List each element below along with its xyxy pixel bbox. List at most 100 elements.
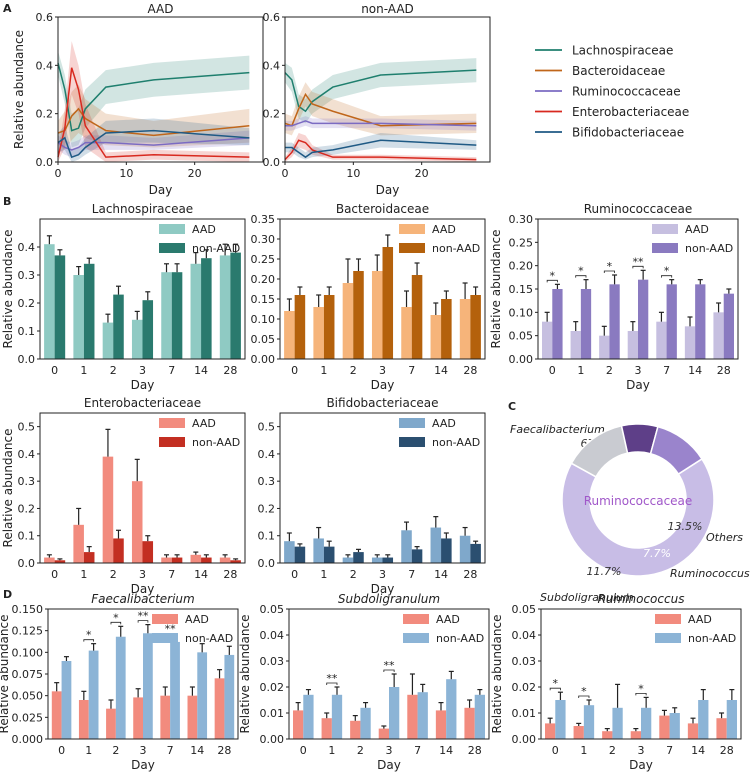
y-tick-label: 0.150	[12, 603, 44, 616]
bar-non-aad-day-0	[294, 295, 306, 359]
x-tick-label: 0	[549, 364, 556, 377]
x-tick-label: 14	[190, 744, 204, 757]
bar-aad-day-7	[401, 530, 412, 563]
legend-label-lachnospiraceae: Lachnospiraceae	[572, 44, 673, 58]
bar-aad-day-2	[342, 283, 354, 359]
significance-label: *	[550, 269, 556, 282]
legend-label-non-aad: non-AAD	[432, 242, 480, 255]
ci-band-lachnospiraceae	[285, 58, 477, 124]
chart-title: Bacteroidaceae	[336, 202, 429, 216]
series-line-enterobacteriaceae	[284, 139, 477, 161]
x-tick-label: 1	[80, 568, 87, 581]
bar-non-aad-day-28	[470, 543, 481, 563]
x-tick-label: 0	[51, 364, 58, 377]
y-tick-label: 0.0	[263, 156, 281, 169]
legend-swatch-non-aad	[403, 633, 429, 643]
legend-swatch-aad	[655, 614, 681, 624]
legend-label-bacteroidaceae: Bacteroidaceae	[572, 64, 665, 78]
x-tick-label: 7	[666, 744, 673, 757]
chart-title: Ruminococcaceae	[584, 202, 693, 216]
y-tick-label: 0.10	[509, 306, 534, 319]
x-tick-label: 1	[85, 744, 92, 757]
significance-label: *	[553, 677, 559, 690]
x-tick-label: 3	[139, 568, 146, 581]
x-tick-label: 10	[346, 167, 360, 180]
y-axis-label: Relative abundance	[0, 615, 11, 734]
plot-frame	[540, 608, 742, 740]
x-axis-label: Day	[131, 378, 155, 392]
x-tick-label: 14	[688, 364, 702, 377]
legend-swatch-non-aad	[159, 243, 185, 253]
bar-non-aad-day-14	[695, 284, 706, 359]
x-tick-label: 2	[350, 364, 357, 377]
bar-non-aad-day-1	[83, 263, 95, 359]
x-tick-label: 1	[80, 364, 87, 377]
bar-non-aad-day-2	[115, 636, 126, 739]
plot-frame	[279, 412, 486, 564]
bar-non-aad-day-28	[474, 694, 485, 739]
significance-bracket	[137, 620, 149, 623]
bar-non-aad-day-14	[441, 538, 452, 563]
bar-non-aad-day-14	[446, 679, 457, 739]
significance-bracket	[383, 669, 395, 672]
donut-name-ruminococcus: Ruminococcus	[670, 567, 750, 580]
y-tick-label: 0.5	[18, 421, 36, 434]
bar-aad-day-14	[430, 527, 442, 563]
significance-label: *	[607, 260, 613, 273]
bar-aad-day-1	[573, 726, 584, 739]
bar-aad-day-1	[313, 307, 324, 359]
y-tick-label: 0.30	[509, 213, 534, 226]
y-axis-label: Relative abundance	[238, 615, 252, 734]
chart-title: Enterobacteriaceae	[84, 396, 201, 410]
y-tick-label: 0.30	[251, 233, 276, 246]
bar-non-aad-day-2	[609, 284, 620, 359]
legend-swatch-non-aad	[655, 633, 681, 643]
legend-swatch-aad	[399, 224, 425, 234]
bar-aad-day-7	[659, 715, 670, 739]
bar-non-aad-day-2	[113, 294, 124, 359]
x-tick-label: 28	[217, 744, 231, 757]
significance-bracket	[661, 275, 673, 278]
x-axis-label: Day	[131, 582, 155, 596]
bar-non-aad-day-28	[230, 252, 241, 359]
legend-label-non-aad: non-AAD	[688, 632, 736, 645]
x-tick-label: 0	[291, 568, 298, 581]
plot-frame	[279, 218, 486, 360]
bar-non-aad-day-28	[723, 293, 734, 359]
x-tick-label: 3	[379, 364, 386, 377]
y-tick-label: 0.5	[258, 421, 276, 434]
x-tick-label: 28	[223, 364, 237, 377]
bar-aad-day-14	[190, 554, 202, 563]
legend-swatch-non-aad	[152, 633, 178, 643]
x-tick-label: 28	[717, 364, 731, 377]
y-tick-label: 0.3	[258, 475, 276, 488]
y-tick-label: 0.03	[512, 655, 537, 668]
y-tick-label: 0.0	[258, 557, 276, 570]
bar-aad-day-14	[687, 723, 699, 739]
chart-title: Ruminococcus	[598, 592, 685, 606]
legend-label-aad: AAD	[185, 613, 209, 626]
x-tick-label: 2	[112, 744, 119, 757]
bar-non-aad-day-3	[142, 541, 154, 563]
y-tick-label: 0.05	[251, 333, 276, 346]
x-axis-label: Day	[149, 183, 173, 197]
bar-aad-day-28	[716, 718, 727, 739]
y-tick-label: 0.4	[36, 59, 54, 72]
legend-swatch-non-aad	[159, 437, 185, 447]
legend-label-aad: AAD	[192, 417, 216, 430]
plot-frame	[284, 16, 491, 163]
chart-faecalibacterium-bar: Faecalibacterium** ****0.0000.0250.0500.0…	[0, 592, 239, 772]
legend-label-non-aad: non-AAD	[192, 436, 240, 449]
y-tick-label: 0.03	[260, 655, 285, 668]
legend-label-non-aad: non-AAD	[685, 242, 733, 255]
bar-aad-day-2	[102, 456, 114, 563]
bar-non-aad-day-7	[669, 713, 680, 739]
y-axis-label: Relative abundance	[1, 429, 15, 548]
x-axis-label: Day	[371, 582, 395, 596]
donut-percent-others: 13.5%	[668, 520, 703, 533]
y-tick-label: 0.04	[260, 629, 285, 642]
bar-aad-day-7	[401, 307, 412, 359]
y-axis-label: Relative abundance	[489, 230, 503, 349]
y-tick-label: 0.25	[509, 236, 534, 249]
bar-non-aad-day-7	[417, 692, 428, 739]
